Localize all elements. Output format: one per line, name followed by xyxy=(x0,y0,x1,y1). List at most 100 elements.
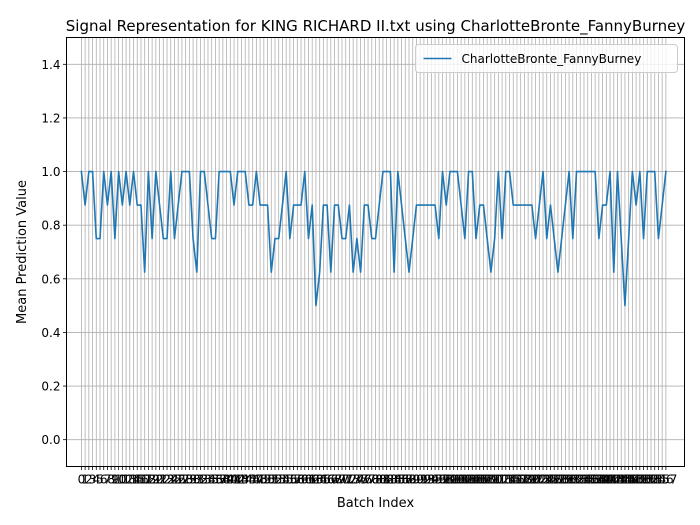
y-tick-label: 0.4 xyxy=(41,326,60,340)
x-tick-label: 146 xyxy=(613,473,636,487)
x-tick-label: 25 xyxy=(167,473,182,487)
x-tick-label: 16 xyxy=(133,473,148,487)
x-tick-label: 18 xyxy=(141,473,156,487)
x-tick-label: 24 xyxy=(163,473,178,487)
x-tick-label: 33 xyxy=(197,473,212,487)
x-tick-label: 114 xyxy=(494,473,517,487)
y-tick-label: 1.2 xyxy=(41,111,60,125)
x-tick-label: 44 xyxy=(238,473,253,487)
x-tick-label: 140 xyxy=(591,473,614,487)
x-tick-label: 156 xyxy=(651,473,674,487)
x-tick-label: 13 xyxy=(122,473,137,487)
x-tick-label: 80 xyxy=(372,473,387,487)
x-tick-label: 144 xyxy=(606,473,629,487)
y-tick-label: 0.0 xyxy=(41,433,60,447)
x-tick-label: 95 xyxy=(427,473,442,487)
x-tick-label: 129 xyxy=(550,473,573,487)
y-tick-label: 1.4 xyxy=(41,58,60,72)
x-tick-label: 10 xyxy=(111,473,126,487)
x-axis-ticks: 0123456789101112131415161718192021222324… xyxy=(78,466,677,487)
x-tick-label: 115 xyxy=(498,473,521,487)
x-tick-label: 78 xyxy=(364,473,379,487)
x-tick-label: 59 xyxy=(293,473,308,487)
x-tick-label: 69 xyxy=(331,473,346,487)
x-tick-label: 19 xyxy=(144,473,159,487)
x-tick-label: 54 xyxy=(275,473,290,487)
x-tick-label: 157 xyxy=(654,473,677,487)
x-tick-label: 8 xyxy=(107,473,115,487)
x-tick-label: 1 xyxy=(81,473,89,487)
x-tick-label: 62 xyxy=(305,473,320,487)
x-tick-label: 105 xyxy=(461,473,484,487)
x-tick-label: 150 xyxy=(628,473,651,487)
x-tick-label: 17 xyxy=(137,473,152,487)
x-tick-label: 134 xyxy=(569,473,592,487)
x-tick-label: 3 xyxy=(89,473,97,487)
x-tick-label: 84 xyxy=(386,473,401,487)
x-tick-label: 26 xyxy=(171,473,186,487)
y-axis-ticks: 0.0 0.2 0.4 0.6 0.8 1.0 1.2 1.4 xyxy=(41,58,67,447)
x-tick-label: 116 xyxy=(502,473,525,487)
y-axis-label: Mean Prediction Value xyxy=(15,180,30,324)
x-tick-label: 86 xyxy=(394,473,409,487)
x-tick-label: 39 xyxy=(219,473,234,487)
x-tick-label: 154 xyxy=(643,473,666,487)
series-layer xyxy=(80,170,667,307)
x-tick-label: 11 xyxy=(115,473,130,487)
x-tick-label: 119 xyxy=(513,473,536,487)
x-tick-label: 91 xyxy=(413,473,428,487)
x-tick-label: 126 xyxy=(539,473,562,487)
x-tick-label: 149 xyxy=(625,473,648,487)
x-tick-label: 38 xyxy=(215,473,230,487)
x-tick-label: 113 xyxy=(491,473,514,487)
x-tick-label: 48 xyxy=(252,473,267,487)
x-tick-label: 136 xyxy=(576,473,599,487)
x-tick-label: 137 xyxy=(580,473,603,487)
x-tick-label: 36 xyxy=(208,473,223,487)
x-tick-label: 92 xyxy=(416,473,431,487)
x-tick-label: 97 xyxy=(435,473,450,487)
x-tick-label: 47 xyxy=(249,473,264,487)
x-tick-label: 7 xyxy=(104,473,112,487)
x-tick-label: 20 xyxy=(148,473,163,487)
x-tick-label: 52 xyxy=(267,473,282,487)
x-tick-label: 51 xyxy=(264,473,279,487)
x-tick-label: 81 xyxy=(375,473,390,487)
x-tick-label: 152 xyxy=(636,473,659,487)
y-tick-label: 1.0 xyxy=(41,165,60,179)
x-tick-label: 77 xyxy=(360,473,375,487)
x-tick-label: 110 xyxy=(479,473,502,487)
x-tick-label: 27 xyxy=(174,473,189,487)
legend: CharlotteBronte_FannyBurney xyxy=(415,44,678,73)
x-tick-label: 83 xyxy=(383,473,398,487)
x-tick-label: 58 xyxy=(290,473,305,487)
x-tick-label: 118 xyxy=(509,473,532,487)
x-tick-label: 102 xyxy=(450,473,473,487)
x-tick-label: 28 xyxy=(178,473,193,487)
x-tick-label: 106 xyxy=(465,473,488,487)
x-tick-label: 73 xyxy=(346,473,361,487)
x-tick-label: 122 xyxy=(524,473,547,487)
x-tick-label: 90 xyxy=(409,473,424,487)
x-tick-label: 94 xyxy=(424,473,439,487)
x-tick-label: 37 xyxy=(211,473,226,487)
x-tick-label: 155 xyxy=(647,473,670,487)
x-tick-label: 14 xyxy=(126,473,141,487)
chart-title: Signal Representation for KING RICHARD I… xyxy=(66,17,686,36)
x-tick-label: 96 xyxy=(431,473,446,487)
x-tick-label: 42 xyxy=(230,473,245,487)
x-tick-label: 49 xyxy=(256,473,271,487)
x-tick-label: 79 xyxy=(368,473,383,487)
x-tick-label: 99 xyxy=(442,473,457,487)
x-tick-label: 135 xyxy=(573,473,596,487)
x-tick-label: 123 xyxy=(528,473,551,487)
x-tick-label: 151 xyxy=(632,473,655,487)
x-tick-label: 66 xyxy=(319,473,334,487)
x-tick-label: 130 xyxy=(554,473,577,487)
x-tick-label: 138 xyxy=(584,473,607,487)
x-axis-label: Batch Index xyxy=(337,496,415,511)
y-tick-label: 0.8 xyxy=(41,219,60,233)
x-tick-label: 60 xyxy=(297,473,312,487)
x-tick-label: 65 xyxy=(316,473,331,487)
